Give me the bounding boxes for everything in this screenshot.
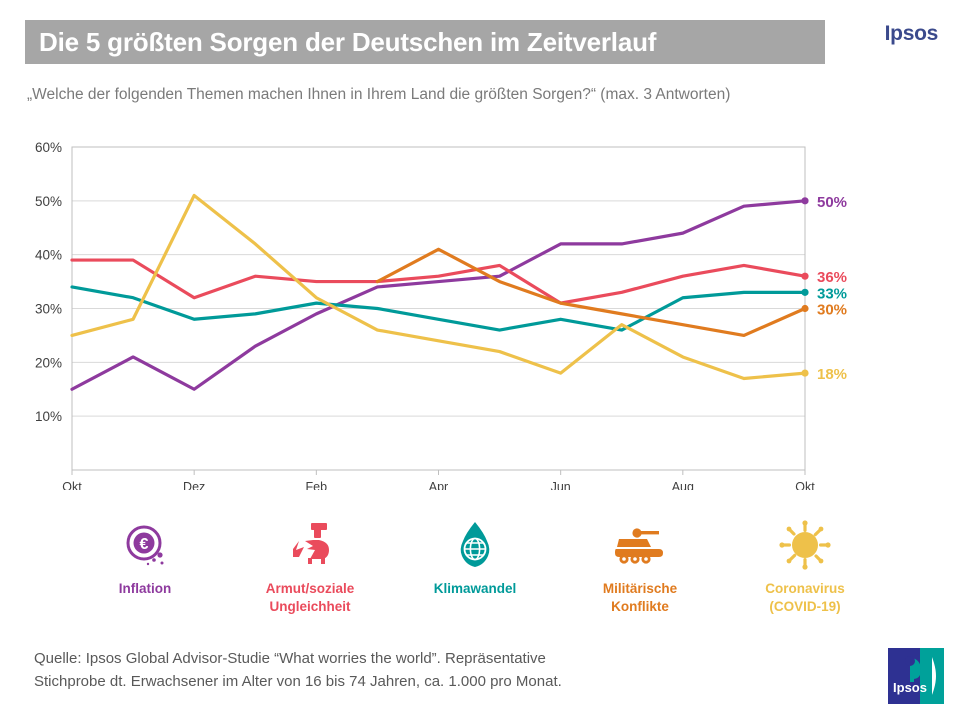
series-end-label-3: 30%: [817, 302, 847, 319]
legend-label-text: Klimawandel: [433, 581, 517, 596]
chart-legend: € Inflation: [70, 518, 880, 628]
y-axis-tick-label: 50%: [35, 194, 62, 209]
legend-label-text-line2: Konflikte: [611, 599, 669, 615]
series-line-1: [70, 258, 807, 305]
globe-flame-icon: [448, 518, 502, 574]
line-chart: 10%20%30%40%50%60%Okt2021Dez2021Feb2022A…: [35, 140, 847, 490]
y-axis-tick-label: 10%: [35, 409, 62, 424]
y-axis-tick-label: 60%: [35, 140, 62, 155]
series-line-0: [70, 199, 807, 391]
series-end-label-0: 50%: [817, 194, 847, 211]
legend-item-inflation[interactable]: € Inflation: [70, 518, 220, 598]
legend-item-military[interactable]: Militärische Konflikte: [565, 518, 715, 616]
legend-label-climate: Klimawandel: [434, 580, 517, 598]
legend-label-text-line1: Armut/soziale: [265, 581, 355, 596]
y-axis-tick-label: 40%: [35, 248, 62, 263]
source-note: Quelle: Ipsos Global Advisor-Studie “Wha…: [34, 648, 794, 693]
series-line-4: [70, 193, 807, 381]
legend-label-inflation: Inflation: [119, 580, 172, 598]
source-note-line1: Quelle: Ipsos Global Advisor-Studie “Wha…: [34, 650, 546, 667]
series-end-marker-0: [801, 197, 809, 205]
svg-text:Ipsos: Ipsos: [893, 680, 927, 695]
chart-subtitle: „Welche der folgenden Themen machen Ihne…: [27, 86, 731, 103]
x-axis-tick-label: Okt: [62, 480, 82, 490]
source-note-line2: Stichprobe dt. Erwachsener im Alter von …: [34, 672, 562, 690]
series-end-marker-1: [801, 272, 809, 280]
legend-label-poverty: Armut/soziale Ungleichheit: [266, 580, 355, 616]
legend-label-corona: Coronavirus (COVID-19): [765, 580, 845, 616]
title-banner: Die 5 größten Sorgen der Deutschen im Ze…: [25, 20, 825, 64]
page-title: Die 5 größten Sorgen der Deutschen im Ze…: [39, 26, 657, 57]
series-end-marker-4: [801, 369, 809, 377]
legend-label-text-line2: (COVID-19): [769, 599, 841, 615]
legend-label-text: Inflation: [118, 581, 172, 596]
x-axis-tick-label: Apr: [429, 480, 448, 490]
series-line-2: [70, 285, 807, 332]
series-end-marker-2: [801, 288, 809, 296]
x-axis-tick-label: Dez: [183, 480, 205, 490]
ipsos-wordmark-top: Ipsos: [884, 22, 939, 45]
legend-item-corona[interactable]: Coronavirus (COVID-19): [730, 518, 880, 616]
series-line-3: [375, 247, 807, 338]
legend-item-climate[interactable]: Klimawandel: [400, 518, 550, 598]
virus-icon: [778, 518, 832, 574]
chart-container: 10%20%30%40%50%60%Okt2021Dez2021Feb2022A…: [0, 130, 960, 490]
legend-item-poverty[interactable]: Armut/soziale Ungleichheit: [235, 518, 385, 616]
series-end-label-1: 36%: [817, 269, 847, 286]
broken-piggy-bank-icon: [283, 518, 337, 574]
legend-label-text-line1: Coronavirus: [765, 581, 845, 596]
y-axis-tick-label: 20%: [35, 355, 62, 370]
euro-coin-icon: €: [118, 518, 172, 574]
series-end-marker-3: [801, 304, 809, 313]
x-axis-tick-label: Okt: [795, 480, 815, 490]
svg-text:€: €: [140, 536, 149, 553]
x-axis-tick-label: Jun: [551, 480, 571, 490]
legend-label-military: Militärische Konflikte: [603, 580, 677, 616]
legend-label-text-line1: Militärische: [602, 581, 678, 596]
x-axis-tick-label: Aug: [672, 480, 694, 490]
legend-label-text-line2: Ungleichheit: [269, 599, 351, 615]
y-axis-tick-label: 30%: [35, 302, 62, 317]
ipsos-logo: Ipsos: [888, 648, 944, 704]
tank-icon: [611, 518, 669, 574]
x-axis-tick-label: Feb: [306, 480, 328, 490]
series-end-label-4: 18%: [817, 366, 847, 383]
series-end-label-2: 33%: [817, 285, 847, 302]
